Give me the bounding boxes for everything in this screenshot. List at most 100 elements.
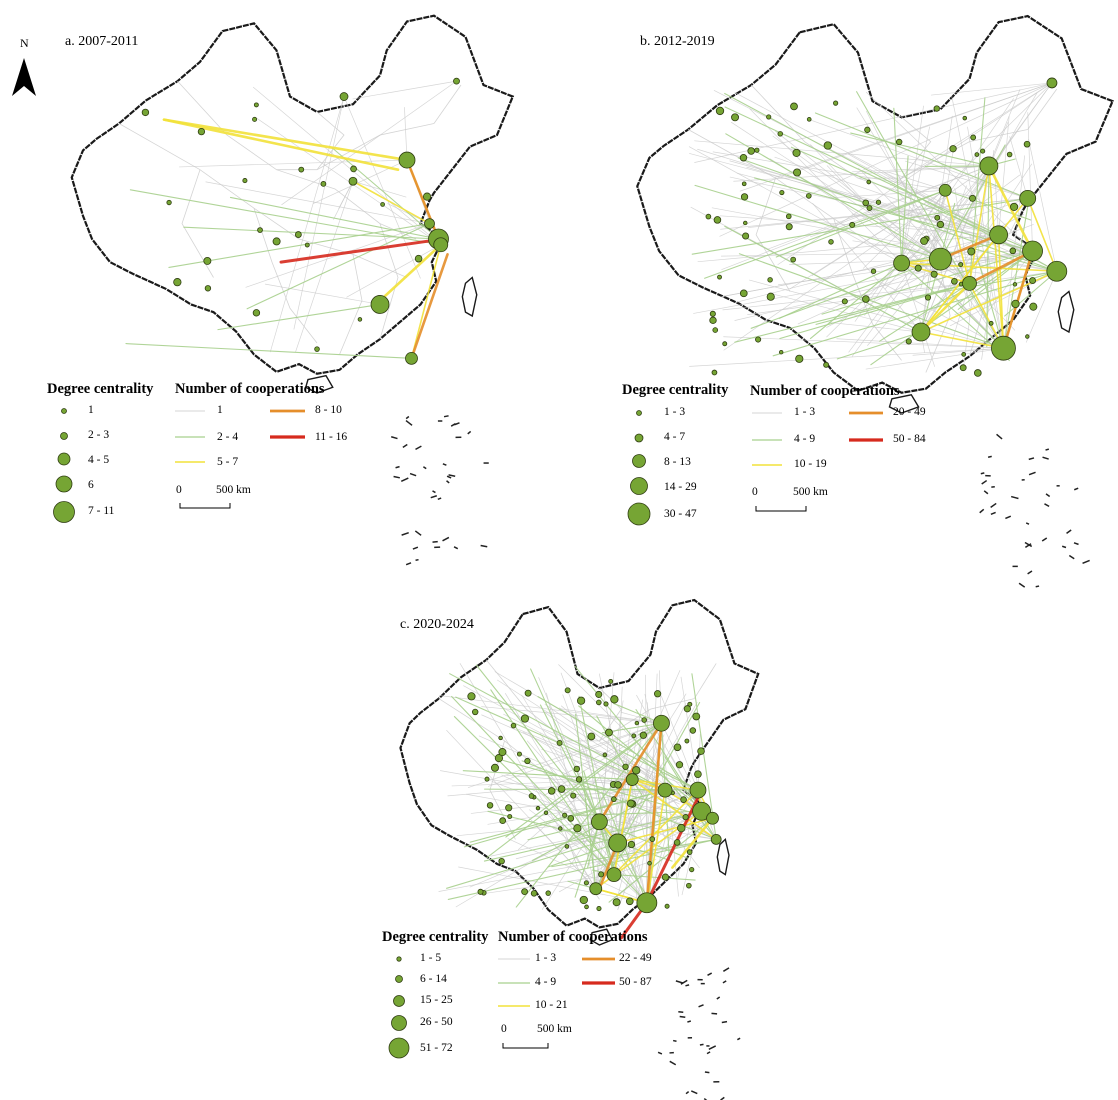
cooperation-link: [613, 874, 696, 881]
coop-label-c-5: 50 - 87: [619, 976, 652, 988]
degree-label-a-2: 2 - 3: [88, 429, 110, 441]
cooperation-link: [529, 809, 615, 875]
city-node: [583, 880, 589, 886]
province-boundary: [177, 80, 336, 190]
coop-label-b-2: 4 - 9: [794, 433, 816, 445]
city-node: [766, 114, 772, 120]
cooperation-link: [343, 96, 421, 279]
legend-symbols: [627, 410, 883, 526]
taiwan-outline: [461, 276, 478, 318]
city-node: [608, 678, 614, 684]
island-mark: [1045, 493, 1051, 498]
island-mark: [415, 445, 422, 451]
island-mark: [405, 419, 413, 426]
cooperation-link: [901, 98, 1014, 264]
cooperation-link: [750, 258, 941, 329]
cooperation-link: [969, 283, 1016, 331]
city-node: [1029, 277, 1037, 285]
legend-degree-symbol: [632, 454, 646, 468]
degree-label-b-3: 8 - 13: [664, 456, 691, 468]
city-node: [682, 814, 689, 821]
cooperation-link: [293, 96, 345, 330]
city-node: [639, 731, 648, 739]
city-node: [524, 757, 531, 765]
city-node: [823, 141, 833, 150]
city-node: [350, 165, 357, 173]
island-mark: [446, 480, 450, 484]
city-node: [741, 181, 747, 187]
cooperation-link: [931, 82, 1053, 96]
cooperation-link: [925, 189, 946, 295]
city-node: [252, 309, 261, 317]
city-node: [524, 689, 532, 697]
city-node: [242, 178, 248, 184]
city-node: [828, 239, 834, 245]
city-node: [357, 317, 363, 322]
city-node: [576, 696, 586, 705]
cooperation-link: [949, 270, 1058, 327]
city-node: [790, 102, 798, 111]
city-node: [686, 882, 692, 889]
cooperation-link: [501, 774, 600, 823]
cooperation-link: [814, 112, 1029, 199]
city-node: [505, 804, 513, 812]
city-node: [675, 761, 684, 769]
city-node: [498, 735, 503, 741]
cooperation-link: [595, 734, 665, 890]
legend-coop-heading-c: Number of cooperations: [498, 929, 648, 945]
cooperation-link: [749, 108, 902, 264]
degree-label-a-1: 1: [88, 404, 94, 416]
cooperation-link: [694, 184, 941, 260]
city-node: [612, 898, 621, 907]
city-node: [989, 225, 1009, 245]
city-node: [579, 895, 588, 905]
city-node: [767, 277, 773, 283]
cooperation-link: [901, 155, 909, 264]
cooperation-link: [463, 685, 633, 780]
legend-degree-heading-b: Degree centrality: [622, 382, 729, 398]
coop-label-a-1: 1: [217, 404, 223, 416]
city-node: [988, 320, 994, 326]
city-node: [484, 776, 490, 782]
city-node: [570, 792, 577, 799]
island-mark: [437, 420, 443, 422]
coop-label-a-4: 8 - 10: [315, 404, 342, 416]
city-node: [520, 714, 530, 723]
city-node: [785, 223, 793, 231]
island-mark: [467, 430, 472, 435]
city-node: [933, 105, 940, 112]
city-node: [934, 214, 941, 221]
cooperation-link: [497, 679, 713, 819]
cooperation-link: [864, 189, 946, 316]
scale-zero-a: 0: [176, 484, 182, 496]
island-mark: [453, 546, 459, 550]
cooperation-link: [724, 225, 922, 333]
cooperation-link: [736, 234, 999, 303]
network-links: [125, 80, 457, 360]
cooperation-link: [957, 250, 1034, 310]
city-node: [969, 194, 976, 202]
city-node: [405, 351, 418, 365]
city-node: [709, 310, 716, 317]
city-node: [905, 338, 912, 345]
province-boundary: [339, 254, 363, 355]
city-node: [766, 292, 775, 301]
island-mark: [698, 1004, 704, 1008]
map-base-a: [70, 14, 515, 566]
city-node: [197, 127, 206, 136]
cooperation-link: [738, 253, 1005, 349]
hainan-outline: [589, 928, 614, 946]
city-node: [614, 781, 622, 789]
island-mark: [1018, 582, 1026, 588]
legend-degree-symbol: [630, 477, 648, 495]
city-node: [967, 247, 976, 256]
island-mark: [446, 475, 452, 479]
cooperation-link: [890, 82, 1053, 186]
city-node: [433, 237, 449, 253]
cooperation-link: [598, 721, 663, 824]
city-node: [841, 298, 848, 305]
cooperation-link: [449, 673, 666, 791]
island-mark: [685, 984, 690, 987]
island-mark: [985, 474, 991, 477]
cooperation-link: [893, 107, 903, 264]
